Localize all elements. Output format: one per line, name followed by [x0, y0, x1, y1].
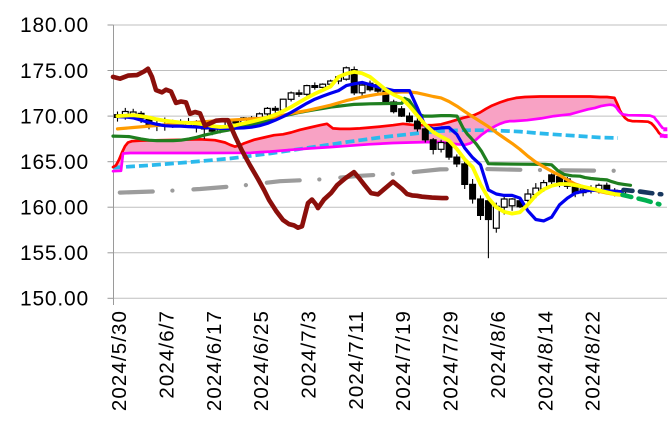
- svg-text:160.00: 160.00: [20, 196, 89, 219]
- svg-text:175.00: 175.00: [20, 60, 89, 83]
- svg-text:2024/6/7: 2024/6/7: [155, 310, 178, 399]
- svg-text:2024/7/11: 2024/7/11: [345, 310, 368, 410]
- svg-text:2024/7/3: 2024/7/3: [298, 310, 321, 399]
- svg-text:150.00: 150.00: [20, 288, 89, 311]
- svg-text:165.00: 165.00: [20, 151, 89, 174]
- svg-text:155.00: 155.00: [20, 242, 89, 265]
- svg-text:2024/6/17: 2024/6/17: [203, 310, 226, 411]
- svg-text:2024/8/22: 2024/8/22: [582, 310, 605, 411]
- svg-text:180.00: 180.00: [20, 14, 89, 37]
- svg-text:2024/6/25: 2024/6/25: [250, 310, 273, 411]
- svg-text:2024/5/30: 2024/5/30: [108, 310, 131, 411]
- svg-text:2024/7/29: 2024/7/29: [440, 310, 463, 411]
- svg-text:170.00: 170.00: [20, 105, 89, 128]
- svg-text:2024/7/19: 2024/7/19: [392, 310, 415, 411]
- svg-text:2024/8/14: 2024/8/14: [534, 310, 557, 411]
- svg-text:2024/8/6: 2024/8/6: [487, 310, 510, 399]
